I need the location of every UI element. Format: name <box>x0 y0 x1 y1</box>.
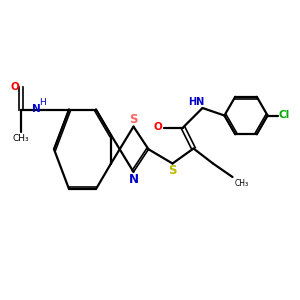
Text: S: S <box>168 164 177 177</box>
Text: H: H <box>39 98 45 107</box>
Text: N: N <box>32 104 41 115</box>
Text: O: O <box>153 122 162 133</box>
Text: O: O <box>11 82 20 92</box>
Text: N: N <box>129 173 139 186</box>
Text: CH₃: CH₃ <box>235 178 249 188</box>
Text: CH₃: CH₃ <box>13 134 29 143</box>
Text: HN: HN <box>188 97 204 107</box>
Text: S: S <box>129 113 137 126</box>
Text: Cl: Cl <box>278 110 290 121</box>
